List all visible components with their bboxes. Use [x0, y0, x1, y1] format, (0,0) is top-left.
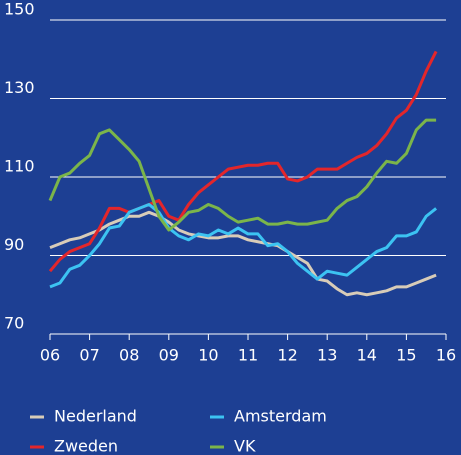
x-tick-label: 16: [436, 346, 456, 365]
y-tick-label: 70: [4, 314, 24, 333]
line-series: [48, 50, 438, 273]
x-tick-label: 06: [40, 346, 60, 365]
y-tick-label: 150: [4, 0, 35, 19]
x-tick-label: 15: [396, 346, 416, 365]
x-tick-label: 08: [119, 346, 139, 365]
y-tick-label: 110: [4, 157, 35, 176]
line-series: [48, 118, 437, 232]
legend-label: VK: [234, 437, 256, 455]
legend-label: Amsterdam: [234, 407, 327, 426]
line-series: [49, 202, 438, 289]
line-series: [49, 210, 437, 297]
x-tick-label: 07: [79, 346, 99, 365]
y-tick-label: 90: [4, 235, 24, 254]
x-tick-label: 13: [317, 346, 337, 365]
x-tick-label: 11: [238, 346, 258, 365]
legend-label: Nederland: [54, 407, 137, 426]
x-tick-label: 09: [159, 346, 179, 365]
x-tick-label: 14: [357, 346, 377, 365]
x-tick-label: 12: [277, 346, 297, 365]
legend-label: Zweden: [54, 437, 118, 455]
x-tick-label: 10: [198, 346, 218, 365]
y-tick-label: 130: [4, 78, 35, 97]
